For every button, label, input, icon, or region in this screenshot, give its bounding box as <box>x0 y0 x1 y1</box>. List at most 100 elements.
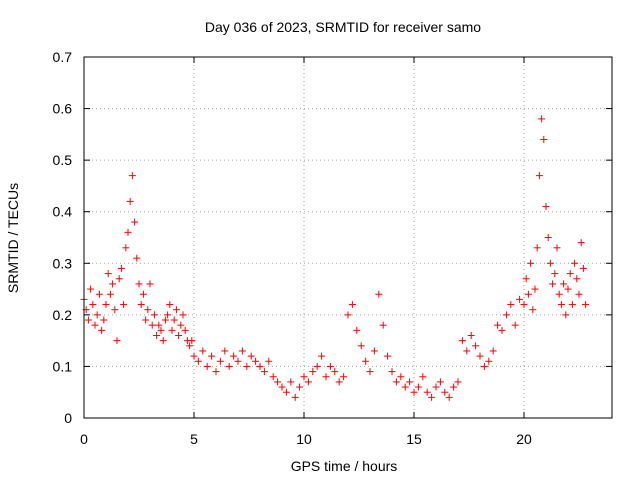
data-point <box>106 290 114 298</box>
data-point <box>282 388 290 396</box>
data-point <box>384 352 392 360</box>
y-tick-label: 0.5 <box>53 152 73 168</box>
x-tick-label: 10 <box>296 431 312 447</box>
data-point <box>524 290 532 298</box>
data-point <box>564 285 572 293</box>
data-point <box>126 197 134 205</box>
data-point <box>113 337 121 345</box>
data-point <box>410 388 418 396</box>
data-point <box>225 362 233 370</box>
data-point <box>269 373 277 381</box>
data-point <box>155 321 163 329</box>
axis-ticks: 0 0.1 0.2 0.3 0.4 0.5 0.6 0.7 0 5 10 15 20 <box>53 49 612 447</box>
data-point <box>133 254 141 262</box>
data-point <box>485 357 493 365</box>
data-point <box>148 321 156 329</box>
data-point <box>164 311 172 319</box>
data-point <box>278 383 286 391</box>
data-point <box>392 378 400 386</box>
y-tick-label: 0.1 <box>53 358 73 374</box>
data-point <box>166 301 174 309</box>
data-point <box>181 326 189 334</box>
data-point <box>551 270 559 278</box>
data-point <box>566 270 574 278</box>
data-points <box>80 115 590 401</box>
data-point <box>296 383 304 391</box>
data-point <box>260 368 268 376</box>
data-point <box>362 357 370 365</box>
data-point <box>582 301 590 309</box>
data-point <box>445 393 453 401</box>
data-point <box>208 352 216 360</box>
data-point <box>340 373 348 381</box>
data-point <box>428 393 436 401</box>
data-point <box>122 244 130 252</box>
data-point <box>432 383 440 391</box>
data-point <box>353 326 361 334</box>
data-point <box>139 290 147 298</box>
data-point <box>212 368 220 376</box>
x-axis-label: GPS time / hours <box>291 458 398 474</box>
x-tick-label: 0 <box>80 431 88 447</box>
data-point <box>137 301 145 309</box>
data-point <box>199 347 207 355</box>
data-point <box>322 373 330 381</box>
data-point <box>111 306 119 314</box>
data-point <box>577 239 585 247</box>
data-point <box>560 280 568 288</box>
data-point <box>450 383 458 391</box>
data-point <box>89 301 97 309</box>
data-point <box>507 301 515 309</box>
data-point <box>190 352 198 360</box>
data-point <box>109 280 117 288</box>
data-point <box>388 368 396 376</box>
data-point <box>331 368 339 376</box>
data-point <box>344 311 352 319</box>
data-point <box>535 172 543 180</box>
data-point <box>575 290 583 298</box>
data-point <box>533 244 541 252</box>
x-tick-label: 20 <box>516 431 532 447</box>
data-point <box>291 393 299 401</box>
y-tick-label: 0.7 <box>53 49 73 65</box>
data-point <box>135 280 143 288</box>
y-tick-label: 0.6 <box>53 101 73 117</box>
data-point <box>128 172 136 180</box>
data-point <box>177 321 185 329</box>
data-point <box>102 301 110 309</box>
data-point <box>441 388 449 396</box>
data-point <box>234 357 242 365</box>
data-point <box>153 331 161 339</box>
data-point <box>104 270 112 278</box>
data-point <box>357 342 365 350</box>
data-point <box>161 316 169 324</box>
data-point <box>555 290 563 298</box>
data-point <box>375 290 383 298</box>
data-point <box>476 352 484 360</box>
data-point <box>304 378 312 386</box>
chart-title: Day 036 of 2023, SRMTID for receiver sam… <box>205 19 481 35</box>
y-tick-label: 0 <box>64 410 72 426</box>
y-axis-label: SRMTID / TECUs <box>5 183 21 293</box>
data-point <box>179 311 187 319</box>
data-point <box>124 228 132 236</box>
data-point <box>326 362 334 370</box>
data-point <box>120 301 128 309</box>
data-point <box>274 378 282 386</box>
data-point <box>186 342 194 350</box>
data-point <box>489 347 497 355</box>
data-point <box>458 337 466 345</box>
data-point <box>159 337 167 345</box>
data-point <box>498 326 506 334</box>
data-point <box>379 321 387 329</box>
data-point <box>100 316 108 324</box>
x-tick-label: 15 <box>406 431 422 447</box>
data-point <box>579 264 587 272</box>
data-point <box>87 285 95 293</box>
data-point <box>142 316 150 324</box>
data-point <box>553 244 561 252</box>
data-point <box>256 362 264 370</box>
data-point <box>571 259 579 267</box>
data-point <box>454 378 462 386</box>
